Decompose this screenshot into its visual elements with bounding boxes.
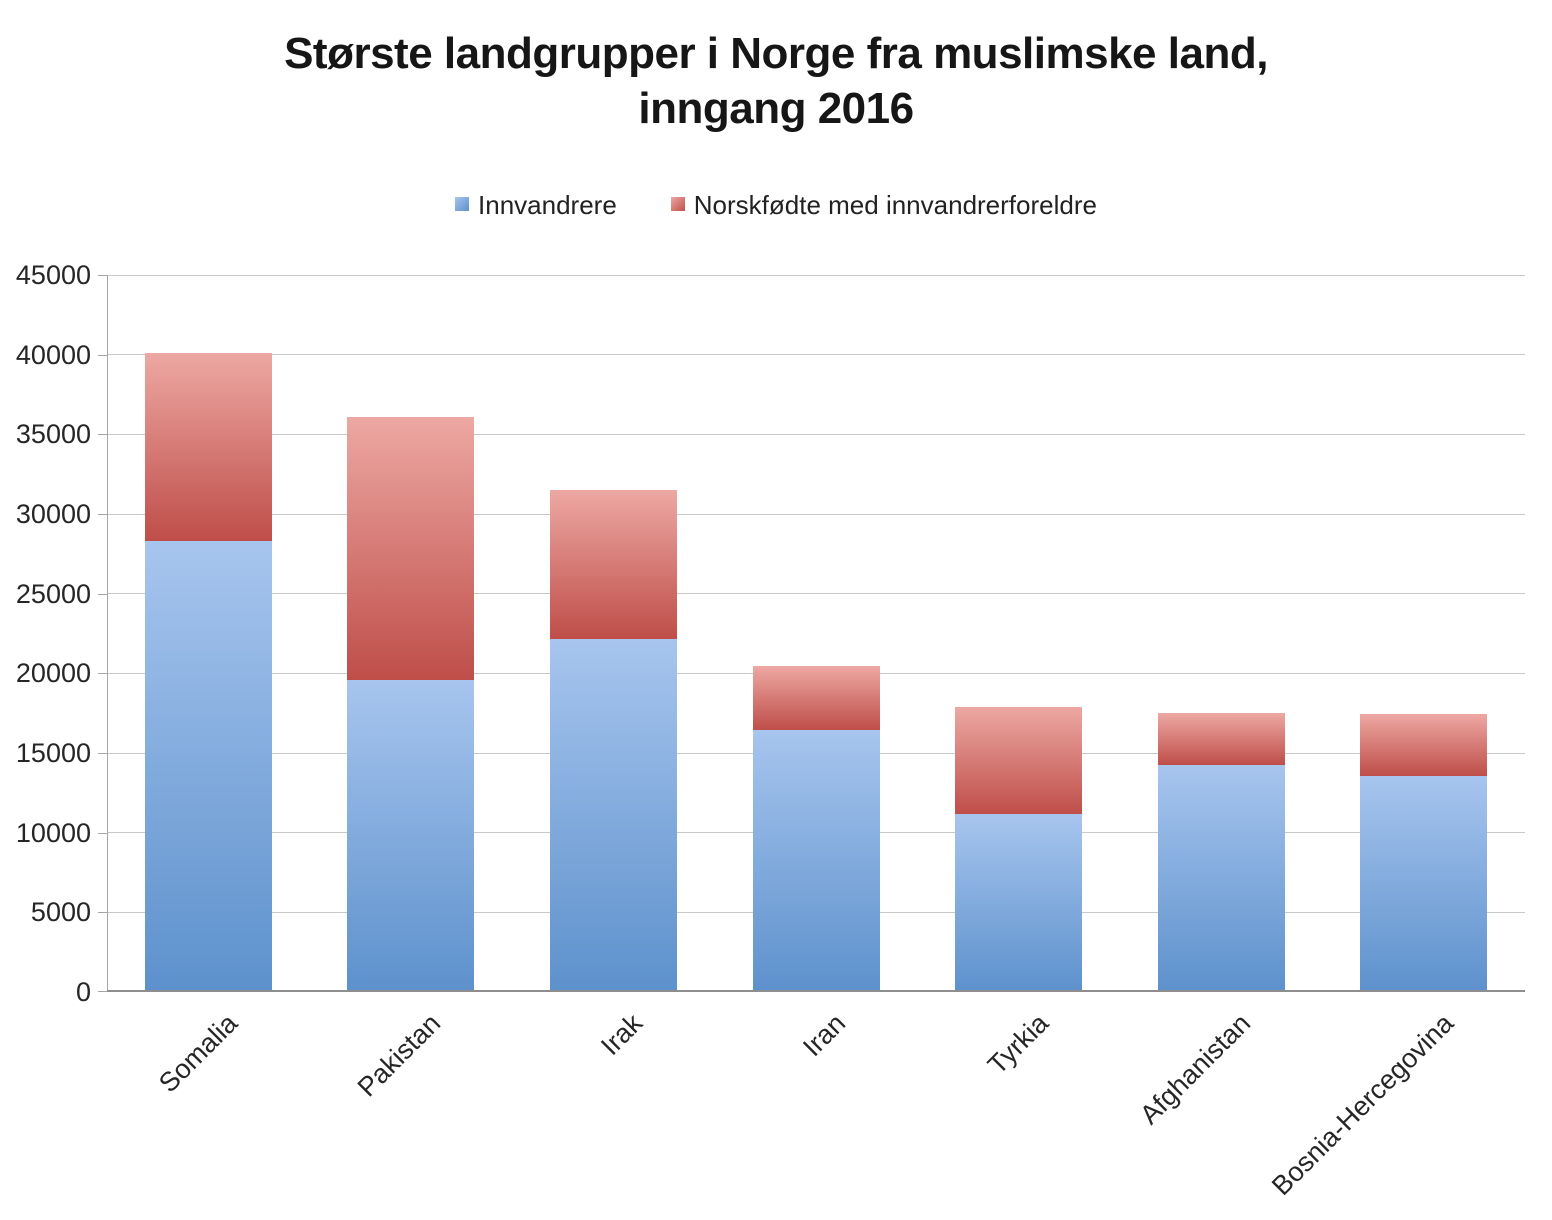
bar-segment-norskf-dte-med-innvandrerforeldre-pakistan [347,416,475,680]
x-axis-label-iran: Iran [797,1008,852,1063]
chart-title-line2: inngang 2016 [638,84,914,134]
y-tick-mark-35000 [98,434,107,436]
y-axis-label-30000: 30000 [15,499,91,529]
x-axis-label-pakistan: Pakistan [351,1008,447,1103]
bar-segment-innvandrere-bosnia-hercegovina [1360,776,1488,992]
y-axis-label-40000: 40000 [15,339,91,370]
bar-segment-innvandrere-somalia [144,541,272,992]
x-axis-label-bosnia-hercegovina: Bosnia-Hercegovina [1265,1008,1459,1202]
bar-segment-norskf-dte-med-innvandrerforeldre-tyrkia [955,706,1083,814]
x-axis-label-irak: Irak [595,1008,649,1062]
y-axis-label-35000: 35000 [15,419,91,450]
x-axis-label-tyrkia: Tyrkia [981,1008,1054,1081]
plot-area: 45000 40000 35000 30000 25000 20000 15000 10000… [16,260,1525,1007]
bar-segment-innvandrere-tyrkia [955,813,1083,992]
bar-segment-norskf-dte-med-innvandrerforeldre-afghanistan [1157,713,1285,765]
gridline-35000 [107,433,1525,435]
bar-segment-innvandrere-iran [752,729,880,992]
bar-segment-innvandrere-afghanistan [1157,765,1285,992]
y-axis-label-10000: 10000 [15,817,91,848]
legend-swatch-norskfodte [670,197,685,211]
y-tick-mark-0 [98,991,107,992]
x-axis-label-somalia: Somalia [153,1008,244,1099]
y-axis-line [107,275,108,992]
y-axis-label-15000: 15000 [15,738,91,768]
gridline-25000 [107,593,1525,595]
x-axis-label-afghanistan: Afghanistan [1134,1008,1257,1131]
legend-item-innvandrere: Innvandrere [455,190,617,221]
legend-item-norskfodte: Norskfødte med innvandrerforeldre [670,190,1097,221]
y-axis-label-0: 0 [75,977,91,1007]
gridline-30000 [107,513,1525,515]
bar-segment-norskf-dte-med-innvandrerforeldre-bosnia-hercegovina [1360,714,1488,777]
y-tick-mark-15000 [98,753,107,754]
y-tick-mark-30000 [98,514,107,515]
chart-title-line1: Største landgrupper i Norge fra muslimsk… [284,29,1268,78]
bar-segment-norskf-dte-med-innvandrerforeldre-somalia [144,353,272,542]
y-tick-mark-10000 [98,832,107,834]
gridline-45000 [107,274,1525,276]
legend-swatch-innvandrere [455,197,470,211]
x-axis-line [107,990,1525,992]
y-tick-mark-20000 [98,673,107,675]
y-axis-label-20000: 20000 [15,658,91,689]
gridline-40000 [107,354,1525,356]
legend-label-norskfodte: Norskfødte med innvandrerforeldre [693,190,1097,220]
y-axis-label-45000: 45000 [15,260,91,290]
legend: Innvandrere Norskfødte med innvandrerfor… [0,190,1552,221]
y-tick-mark-45000 [98,275,107,276]
y-axis-label-25000: 25000 [15,578,91,609]
bar-segment-norskf-dte-med-innvandrerforeldre-irak [549,490,677,640]
chart-title: Største landgrupper i Norge fra muslimsk… [0,26,1552,137]
bar-segment-innvandrere-pakistan [347,679,475,992]
legend-label-innvandrere: Innvandrere [478,190,617,220]
y-tick-mark-25000 [98,593,107,595]
y-axis-label-5000: 5000 [30,897,91,928]
bar-segment-norskf-dte-med-innvandrerforeldre-iran [752,666,880,730]
y-tick-mark-5000 [98,912,107,914]
bar-segment-innvandrere-irak [549,639,677,992]
y-tick-mark-40000 [98,354,107,356]
